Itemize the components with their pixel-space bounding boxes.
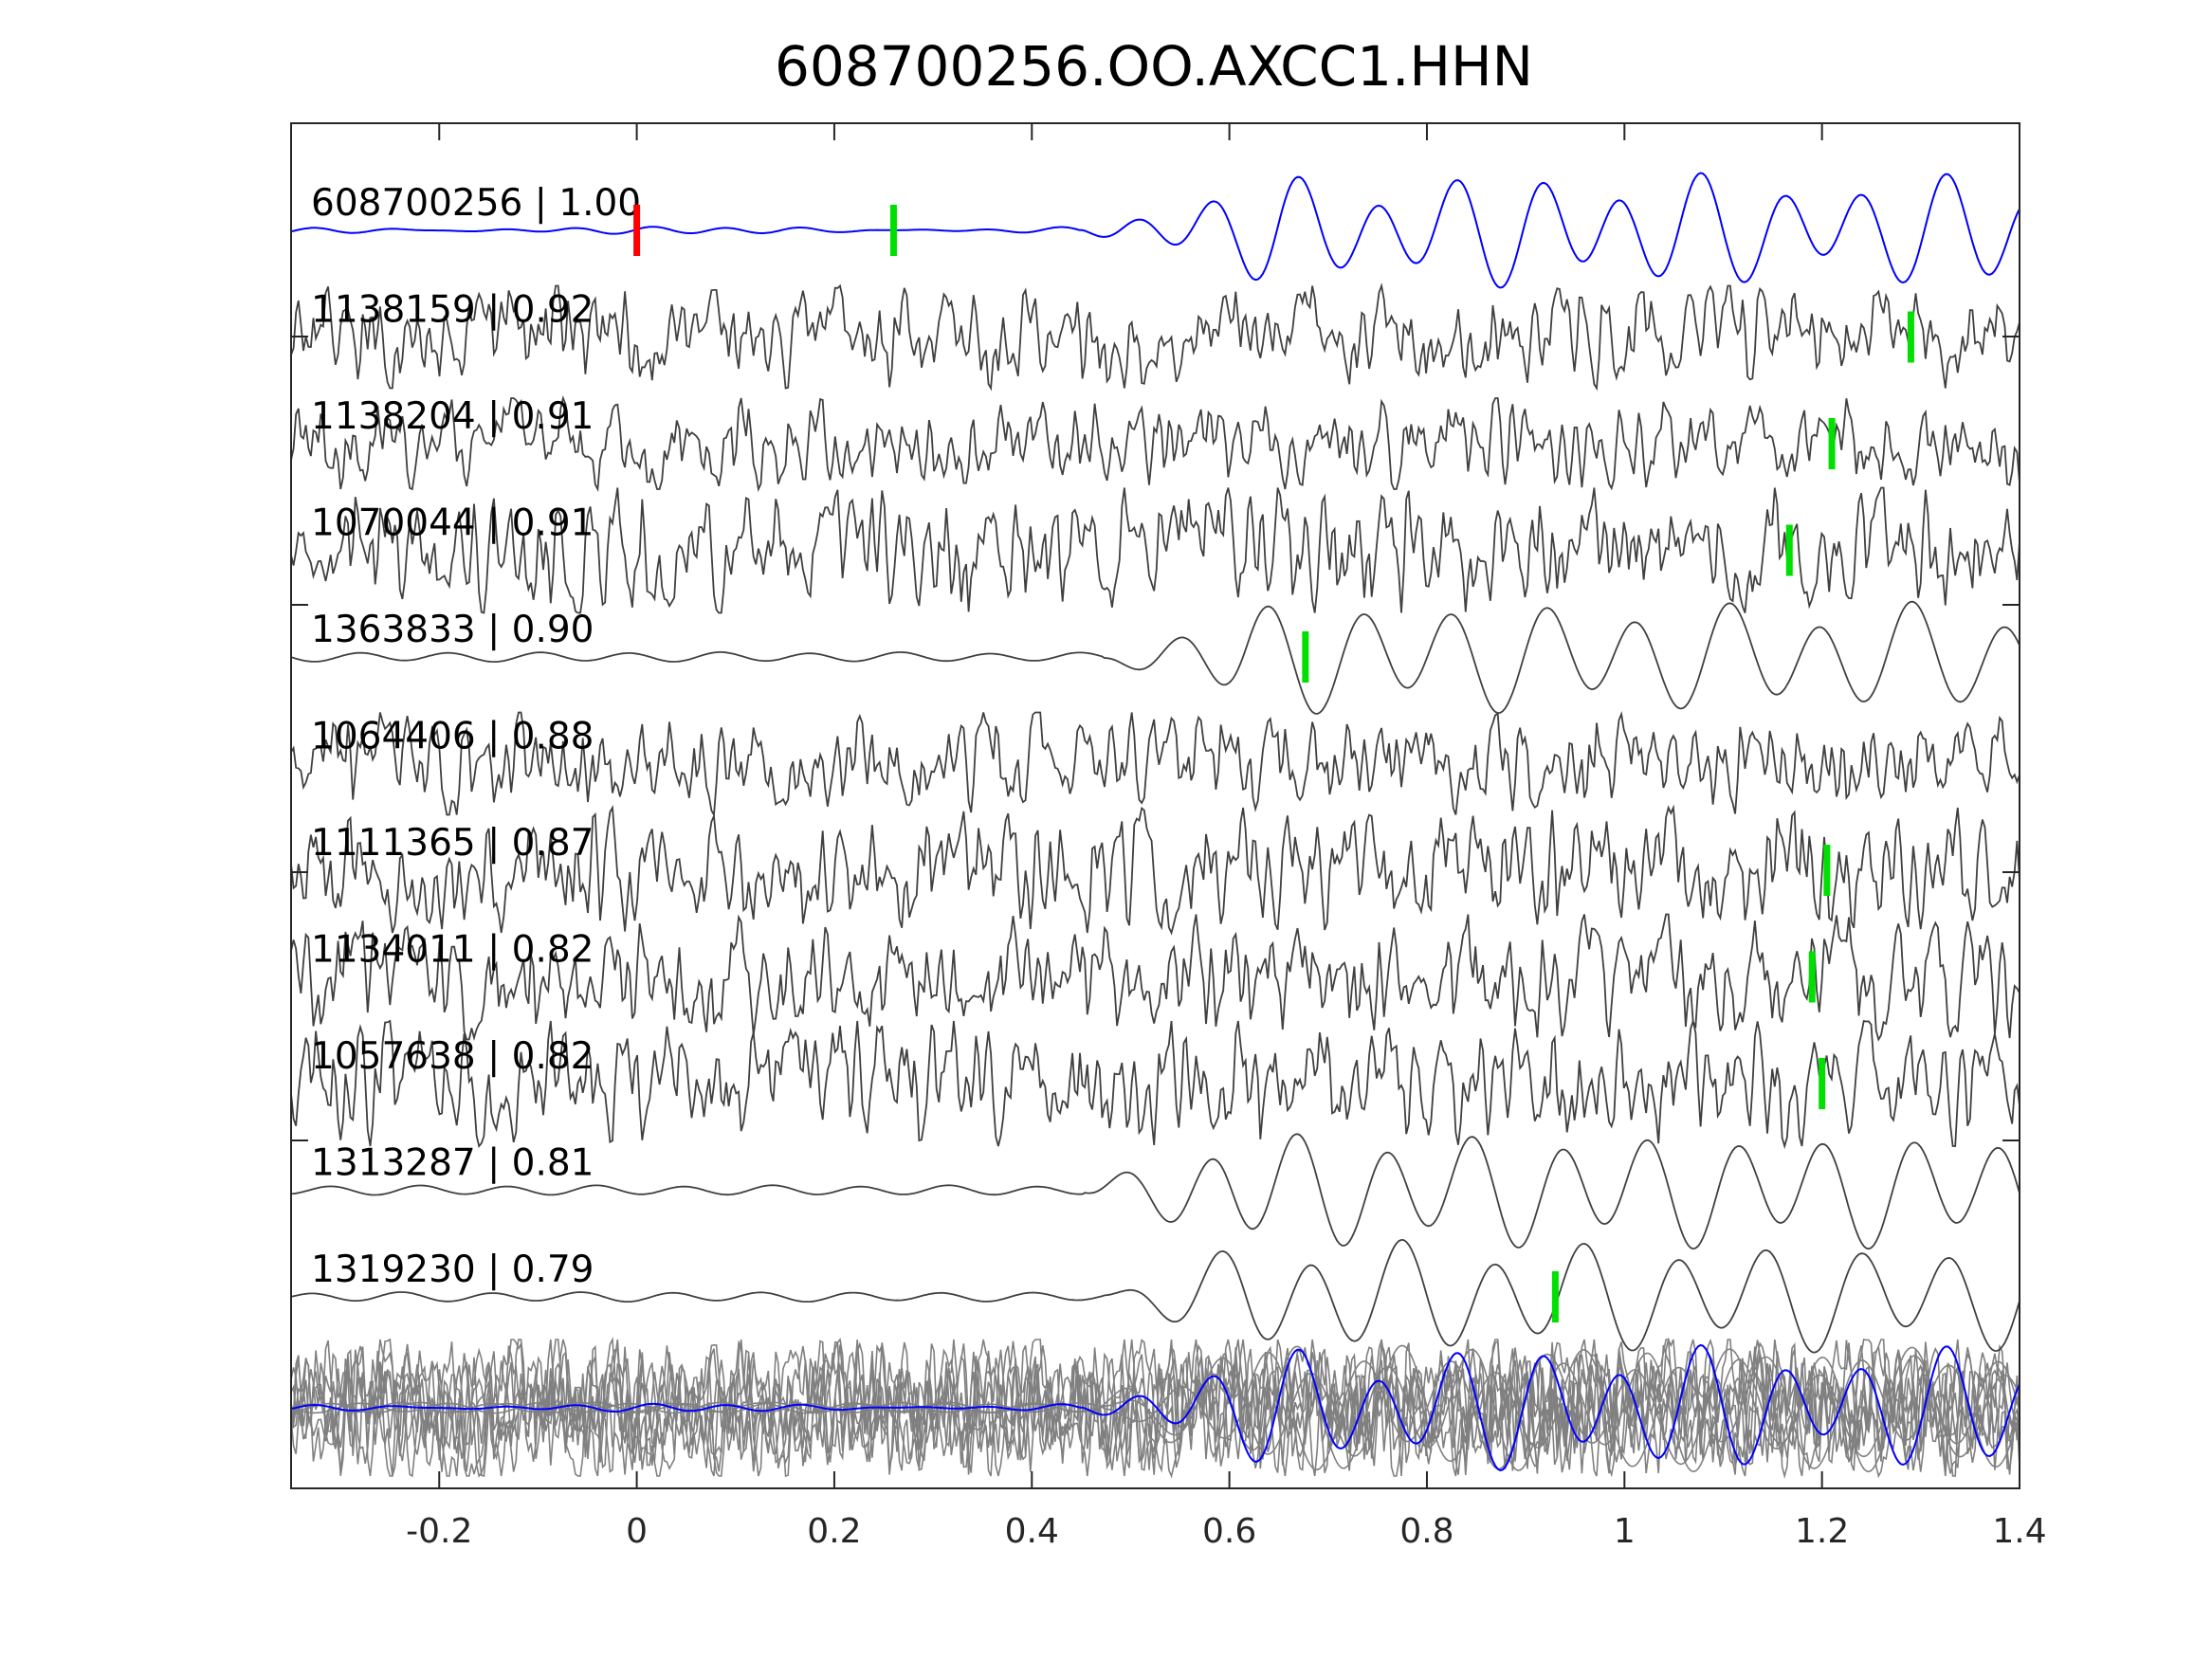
trace-label: 1138204 | 0.91 xyxy=(311,395,594,438)
waveform xyxy=(290,600,2020,715)
x-tick-label: 1.4 xyxy=(1992,1512,2046,1551)
stacked-waveform xyxy=(290,1337,2020,1479)
trace-1363833: 1363833 | 0.90 xyxy=(290,600,2020,715)
waveform xyxy=(290,1017,2020,1150)
x-tick-label: 0.6 xyxy=(1202,1512,1256,1551)
trace-1313287: 1313287 | 0.81 xyxy=(290,1133,2020,1250)
trace-label: 1138159 | 0.92 xyxy=(311,289,594,332)
trace-label: 1319230 | 0.79 xyxy=(311,1249,594,1291)
x-tick-label: 0 xyxy=(626,1512,648,1551)
stacked-waveform xyxy=(290,1344,2020,1469)
x-tick-label: 0.4 xyxy=(1005,1512,1059,1551)
trace-label: 1363833 | 0.90 xyxy=(311,609,594,651)
trace-label: 608700256 | 1.00 xyxy=(311,182,641,225)
waveform xyxy=(290,395,2020,493)
x-tick-label: 0.8 xyxy=(1399,1512,1453,1551)
trace-label: 1057638 | 0.82 xyxy=(311,1035,594,1078)
trace-1064406: 1064406 | 0.88 xyxy=(290,711,2020,818)
trace-label: 1070044 | 0.91 xyxy=(311,502,594,545)
trace-label: 1134011 | 0.82 xyxy=(311,929,594,972)
trace-1138204: 1138204 | 0.91 xyxy=(290,395,2020,493)
waveform xyxy=(290,804,2020,936)
trace-label: 1313287 | 0.81 xyxy=(311,1142,594,1185)
chart-title: 608700256.OO.AXCC1.HHN xyxy=(775,34,1533,99)
trace-label: 1064406 | 0.88 xyxy=(311,716,594,758)
x-tick-label: 1 xyxy=(1614,1512,1636,1551)
waveform xyxy=(290,913,2020,1042)
stacked-reference-waveform xyxy=(290,1343,2020,1472)
trace-1111365: 1111365 | 0.87 xyxy=(290,804,2020,936)
axes-box xyxy=(290,122,2020,1489)
stack-traces xyxy=(290,1337,2020,1480)
stacked-waveform xyxy=(290,1339,2020,1477)
waveform xyxy=(290,486,2020,614)
trace-1057638: 1057638 | 0.82 xyxy=(290,1017,2020,1150)
waveform xyxy=(290,1238,2020,1354)
trace-1319230: 1319230 | 0.79 xyxy=(290,1238,2020,1354)
reference-waveform xyxy=(290,172,2020,289)
trace-1070044: 1070044 | 0.91 xyxy=(290,486,2020,614)
trace-label: 1111365 | 0.87 xyxy=(311,822,594,865)
x-tick-label: 0.2 xyxy=(807,1512,861,1551)
trace-1134011: 1134011 | 0.82 xyxy=(290,913,2020,1042)
x-tick-label: -0.2 xyxy=(406,1512,472,1551)
trace-1138159: 1138159 | 0.92 xyxy=(290,283,2020,392)
trace-608700256: 608700256 | 1.00 xyxy=(290,172,2020,289)
x-tick-label: 1.2 xyxy=(1795,1512,1849,1551)
waveform xyxy=(290,1133,2020,1250)
x-axis: -0.2 0 0.2 0.4 0.6 0.8 1 1.2 1.4 xyxy=(291,123,2047,1551)
plot-area: 608700256 | 1.00 1138159 | 0.92 1138204 | … xyxy=(290,172,2020,1480)
waveform xyxy=(290,711,2020,818)
waveform xyxy=(290,283,2020,392)
